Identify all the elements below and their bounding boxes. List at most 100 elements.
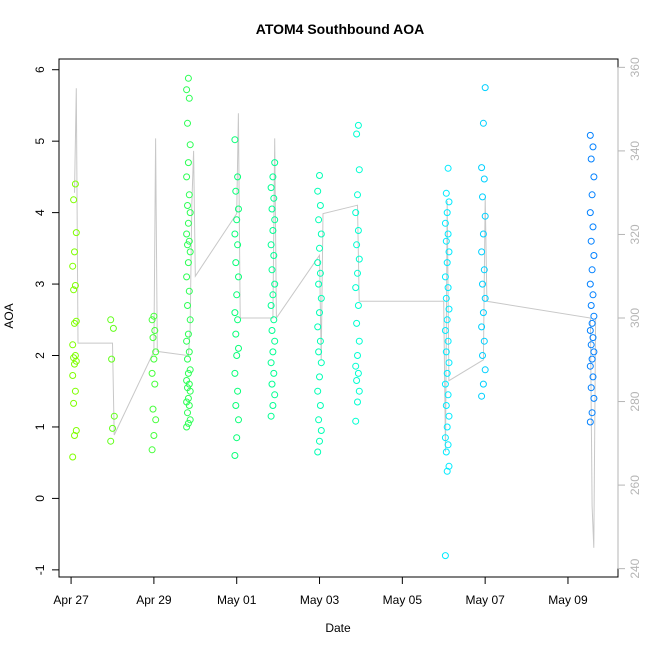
data-point: [478, 392, 486, 400]
data-point: [271, 159, 279, 167]
data-point: [70, 196, 78, 204]
y2-tick-label: 280: [628, 391, 642, 411]
data-point: [443, 369, 451, 377]
data-point: [268, 380, 276, 388]
data-point: [184, 302, 191, 309]
data-point: [109, 324, 117, 332]
y-axis-left: -1 0 1 2 3 4 5 6: [33, 66, 60, 575]
data-point: [480, 266, 488, 274]
x-tick-label: May 09: [548, 593, 588, 607]
y-axis-label: AOA: [2, 303, 16, 328]
data-point: [444, 441, 452, 449]
chart-title: ATOM4 Southbound AOA: [256, 21, 425, 37]
data-point: [316, 402, 324, 409]
data-point: [445, 248, 453, 256]
data-point: [316, 373, 323, 381]
data-point: [183, 337, 191, 345]
data-point: [185, 191, 193, 199]
data-point: [479, 309, 487, 317]
data-point: [479, 380, 487, 388]
data-point: [270, 194, 278, 202]
data-point: [586, 280, 594, 288]
data-point: [183, 273, 191, 281]
data-point: [231, 230, 239, 238]
y-tick-label: 6: [33, 66, 47, 73]
data-point: [478, 323, 486, 331]
data-point: [590, 252, 598, 259]
data-point: [184, 409, 191, 417]
data-point: [70, 286, 78, 294]
data-point: [481, 366, 489, 374]
data-point: [150, 355, 158, 363]
data-point: [184, 119, 191, 127]
y-axis-right: 240 260 280 300 320 340 360: [617, 57, 642, 579]
data-point: [148, 316, 156, 324]
data-point: [184, 419, 192, 427]
data-point: [315, 348, 323, 356]
data-point: [587, 384, 595, 392]
data-point: [268, 205, 276, 213]
data-point: [352, 417, 360, 425]
y-tick-label: 4: [33, 209, 47, 216]
data-point: [315, 216, 323, 224]
data-point: [183, 86, 191, 94]
data-point: [233, 352, 241, 359]
data-point: [354, 121, 362, 129]
data-point: [108, 355, 116, 363]
data-point: [352, 362, 360, 370]
data-point: [233, 434, 241, 442]
y2-tick-label: 320: [628, 224, 642, 244]
data-point: [269, 402, 277, 409]
data-point: [316, 202, 324, 209]
y2-tick-label: 340: [628, 141, 642, 161]
data-point: [233, 216, 241, 224]
data-point: [354, 227, 362, 234]
data-point: [186, 416, 194, 424]
data-point: [442, 402, 450, 409]
data-point: [269, 227, 277, 234]
data-point: [316, 172, 323, 179]
data-point: [184, 355, 191, 363]
data-point: [71, 387, 79, 395]
data-point: [269, 348, 277, 356]
data-point: [442, 448, 450, 456]
data-point: [149, 334, 157, 342]
data-point: [148, 446, 156, 454]
data-point: [478, 164, 486, 172]
data-point: [270, 252, 278, 259]
data-point: [316, 244, 323, 252]
data-point: [148, 369, 156, 377]
data-point: [270, 316, 278, 324]
data-point: [71, 248, 78, 256]
data-point: [590, 348, 598, 356]
data-point: [445, 462, 453, 470]
data-point: [234, 387, 242, 395]
data-point: [185, 237, 193, 245]
data-point: [71, 180, 79, 188]
data-point: [588, 319, 596, 327]
data-point: [444, 164, 452, 172]
data-point: [314, 323, 322, 331]
data-point: [234, 316, 242, 324]
data-point: [184, 394, 192, 402]
data-point: [588, 191, 596, 199]
data-point: [235, 273, 242, 281]
data-point: [443, 316, 451, 324]
data-point: [315, 416, 323, 424]
data-point: [69, 341, 77, 349]
x-axis-label: Date: [325, 621, 351, 635]
data-point: [109, 424, 116, 432]
data-point: [268, 327, 276, 334]
data-point: [186, 366, 194, 374]
data-point: [589, 373, 597, 381]
data-point: [267, 412, 275, 420]
data-point: [589, 334, 597, 342]
data-point: [150, 432, 158, 439]
data-point: [271, 280, 279, 288]
data-point: [186, 316, 194, 324]
data-point: [586, 418, 594, 426]
data-point: [72, 229, 80, 237]
data-point: [590, 394, 598, 402]
points-layer: [69, 74, 598, 560]
data-point: [354, 352, 361, 359]
